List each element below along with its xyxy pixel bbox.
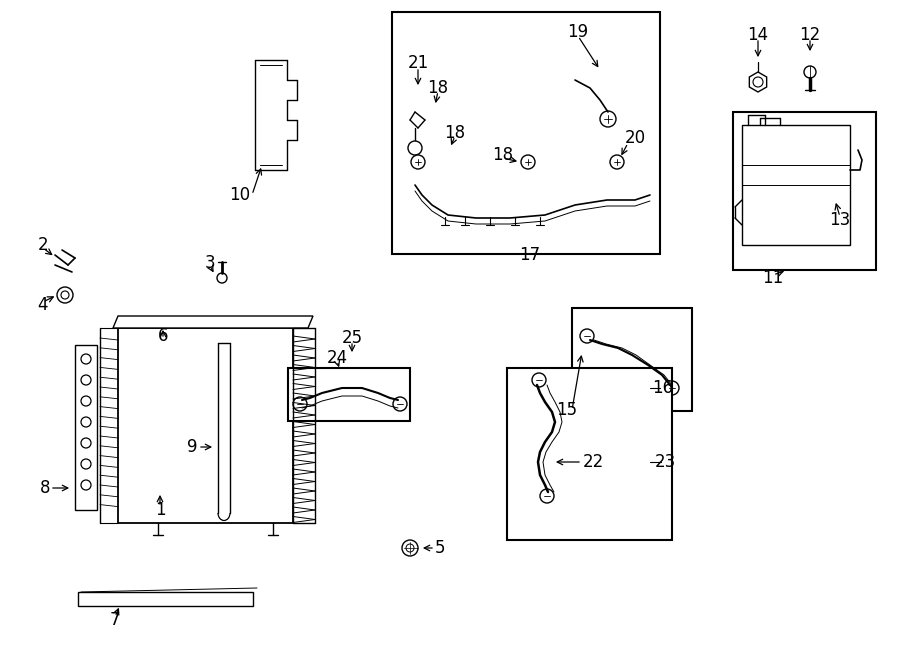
Circle shape xyxy=(61,291,69,299)
Bar xyxy=(733,112,876,270)
Text: 20: 20 xyxy=(625,129,645,147)
Text: 11: 11 xyxy=(762,269,784,287)
Circle shape xyxy=(81,480,91,490)
Text: 14: 14 xyxy=(747,26,769,44)
Bar xyxy=(572,308,692,411)
Circle shape xyxy=(81,375,91,385)
Circle shape xyxy=(804,66,816,78)
Text: 6: 6 xyxy=(158,327,168,345)
Text: 21: 21 xyxy=(408,54,428,72)
Circle shape xyxy=(81,417,91,427)
Circle shape xyxy=(406,544,414,552)
Text: 18: 18 xyxy=(445,124,465,142)
Circle shape xyxy=(81,396,91,406)
Circle shape xyxy=(411,155,425,169)
Bar xyxy=(118,328,293,523)
Text: 1: 1 xyxy=(155,501,166,519)
Text: 3: 3 xyxy=(204,254,215,272)
Polygon shape xyxy=(750,72,767,92)
Text: 15: 15 xyxy=(556,401,578,419)
Circle shape xyxy=(521,155,535,169)
Circle shape xyxy=(753,77,763,87)
Bar xyxy=(288,368,410,421)
Circle shape xyxy=(402,540,418,556)
Polygon shape xyxy=(113,316,313,328)
Circle shape xyxy=(580,329,594,343)
Text: 12: 12 xyxy=(799,26,821,44)
Text: 10: 10 xyxy=(230,186,250,204)
Text: 2: 2 xyxy=(38,236,49,254)
Circle shape xyxy=(532,373,546,387)
Circle shape xyxy=(57,287,73,303)
Circle shape xyxy=(665,381,679,395)
Text: 13: 13 xyxy=(830,211,850,229)
Text: 22: 22 xyxy=(582,453,604,471)
Circle shape xyxy=(610,155,624,169)
Text: 9: 9 xyxy=(187,438,197,456)
Text: 18: 18 xyxy=(428,79,448,97)
Circle shape xyxy=(393,397,407,411)
Circle shape xyxy=(81,459,91,469)
Circle shape xyxy=(81,354,91,364)
Text: 24: 24 xyxy=(327,349,347,367)
Bar xyxy=(392,12,660,254)
Circle shape xyxy=(217,273,227,283)
Text: 18: 18 xyxy=(492,146,514,164)
Bar xyxy=(75,345,97,510)
Text: 5: 5 xyxy=(435,539,446,557)
Text: 16: 16 xyxy=(652,379,673,397)
Text: 7: 7 xyxy=(110,611,121,629)
Bar xyxy=(507,368,672,540)
Circle shape xyxy=(600,111,616,127)
Circle shape xyxy=(540,489,554,503)
Text: 25: 25 xyxy=(341,329,363,347)
Text: 4: 4 xyxy=(38,296,49,314)
Circle shape xyxy=(293,397,307,411)
Circle shape xyxy=(408,141,422,155)
Text: 17: 17 xyxy=(519,246,541,264)
Text: 8: 8 xyxy=(40,479,50,497)
Bar xyxy=(78,592,253,606)
Bar xyxy=(742,125,850,245)
Text: 19: 19 xyxy=(567,23,589,41)
Circle shape xyxy=(81,438,91,448)
Text: 23: 23 xyxy=(654,453,676,471)
